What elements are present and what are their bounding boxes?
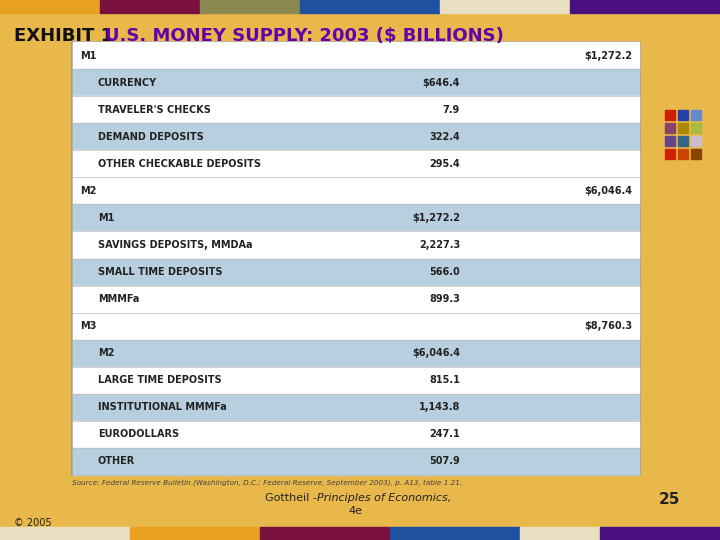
- Bar: [73, 42, 639, 69]
- Text: 815.1: 815.1: [429, 375, 460, 385]
- Bar: [73, 421, 639, 448]
- Text: DEMAND DEPOSITS: DEMAND DEPOSITS: [98, 132, 204, 141]
- Text: M1: M1: [98, 213, 114, 223]
- Text: TRAVELER'S CHECKS: TRAVELER'S CHECKS: [98, 105, 211, 114]
- Text: 25: 25: [659, 492, 680, 507]
- Bar: [600, 527, 720, 540]
- Bar: [520, 527, 600, 540]
- Bar: [73, 150, 639, 177]
- Text: $1,272.2: $1,272.2: [584, 51, 632, 60]
- Text: 1,143.8: 1,143.8: [418, 402, 460, 413]
- Bar: [300, 0, 440, 13]
- Bar: [691, 110, 701, 120]
- Text: EXHIBIT 1: EXHIBIT 1: [14, 27, 113, 45]
- Text: Principles of Economics,: Principles of Economics,: [317, 493, 451, 503]
- Text: 295.4: 295.4: [429, 159, 460, 169]
- Bar: [691, 123, 701, 133]
- Bar: [100, 0, 200, 13]
- Text: OTHER CHECKABLE DEPOSITS: OTHER CHECKABLE DEPOSITS: [98, 159, 261, 169]
- Text: $8,760.3: $8,760.3: [584, 321, 632, 331]
- Bar: [440, 0, 570, 13]
- Text: EURODOLLARS: EURODOLLARS: [98, 429, 179, 440]
- Bar: [200, 0, 300, 13]
- Bar: [678, 123, 688, 133]
- Bar: [73, 96, 639, 123]
- Text: Source: Federal Reserve Bulletin (Washington, D.C.: Federal Reserve, September 2: Source: Federal Reserve Bulletin (Washin…: [72, 479, 462, 485]
- Bar: [73, 286, 639, 312]
- Text: 322.4: 322.4: [429, 132, 460, 141]
- Bar: [665, 123, 675, 133]
- Bar: [73, 448, 639, 475]
- Text: 4e: 4e: [348, 506, 362, 516]
- Bar: [73, 69, 639, 96]
- Bar: [0, 527, 130, 540]
- Bar: [130, 527, 260, 540]
- Text: M2: M2: [98, 348, 114, 358]
- Bar: [73, 313, 639, 339]
- Text: © 2005: © 2005: [14, 518, 52, 528]
- Text: SAVINGS DEPOSITS, MMDAa: SAVINGS DEPOSITS, MMDAa: [98, 240, 253, 250]
- Text: M2: M2: [80, 186, 96, 196]
- Text: 2,227.3: 2,227.3: [419, 240, 460, 250]
- Bar: [665, 110, 675, 120]
- Text: $646.4: $646.4: [423, 78, 460, 87]
- Bar: [691, 149, 701, 159]
- Text: 247.1: 247.1: [429, 429, 460, 440]
- Text: M1: M1: [80, 51, 96, 60]
- Bar: [260, 527, 390, 540]
- Bar: [570, 0, 720, 13]
- Bar: [73, 394, 639, 421]
- Text: MMMFa: MMMFa: [98, 294, 140, 304]
- Bar: [665, 149, 675, 159]
- Bar: [73, 367, 639, 394]
- Bar: [73, 177, 639, 204]
- Bar: [678, 136, 688, 146]
- Bar: [73, 259, 639, 285]
- Text: Gottheil -: Gottheil -: [265, 493, 320, 503]
- Text: 566.0: 566.0: [429, 267, 460, 277]
- Bar: [390, 527, 520, 540]
- Text: 507.9: 507.9: [429, 456, 460, 467]
- Text: U.S. MONEY SUPPLY: 2003 ($ BILLIONS): U.S. MONEY SUPPLY: 2003 ($ BILLIONS): [105, 27, 504, 45]
- Text: 899.3: 899.3: [429, 294, 460, 304]
- Text: 7.9: 7.9: [443, 105, 460, 114]
- Text: $1,272.2: $1,272.2: [412, 213, 460, 223]
- Bar: [73, 340, 639, 367]
- Bar: [691, 136, 701, 146]
- Text: LARGE TIME DEPOSITS: LARGE TIME DEPOSITS: [98, 375, 222, 385]
- Bar: [678, 149, 688, 159]
- Bar: [665, 136, 675, 146]
- Text: $6,046.4: $6,046.4: [412, 348, 460, 358]
- Text: CURRENCY: CURRENCY: [98, 78, 157, 87]
- Bar: [72, 42, 640, 475]
- Text: SMALL TIME DEPOSITS: SMALL TIME DEPOSITS: [98, 267, 222, 277]
- Bar: [678, 110, 688, 120]
- Bar: [73, 232, 639, 258]
- Bar: [73, 123, 639, 150]
- Text: M3: M3: [80, 321, 96, 331]
- Text: OTHER: OTHER: [98, 456, 135, 467]
- Text: INSTITUTIONAL MMMFa: INSTITUTIONAL MMMFa: [98, 402, 227, 413]
- Bar: [73, 204, 639, 231]
- Bar: [0, 0, 100, 13]
- Text: $6,046.4: $6,046.4: [584, 186, 632, 196]
